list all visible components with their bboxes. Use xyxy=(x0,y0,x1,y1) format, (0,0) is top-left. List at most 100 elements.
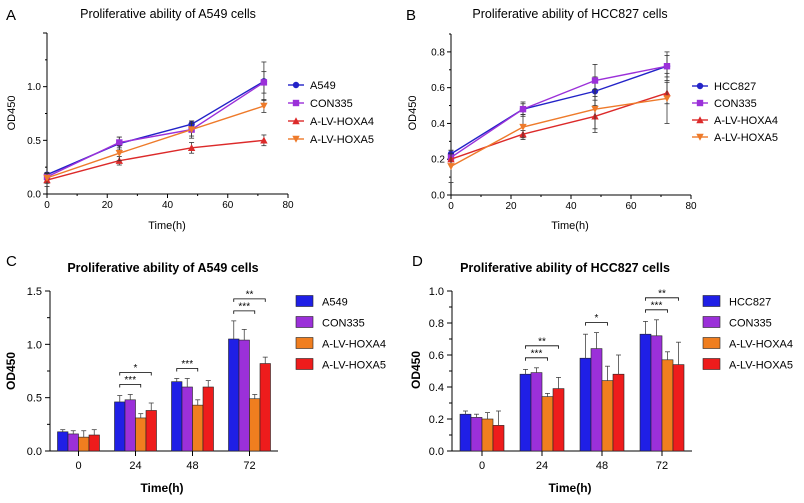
data-point xyxy=(519,105,527,113)
bar xyxy=(519,373,532,452)
series-line xyxy=(450,65,668,155)
series-line xyxy=(46,81,265,178)
series-line xyxy=(46,105,265,179)
x-tick-label: 20 xyxy=(102,200,114,211)
x-tick-label: 24 xyxy=(129,460,141,472)
significance-bracket xyxy=(585,322,608,326)
series-line xyxy=(450,97,668,167)
bar xyxy=(124,399,136,452)
x-tick-label: 0 xyxy=(44,200,50,211)
data-point xyxy=(116,139,123,146)
y-tick-label: 0.8 xyxy=(431,47,445,58)
legend-label: HCC827 xyxy=(729,297,771,309)
bar xyxy=(88,434,100,452)
bar xyxy=(57,431,69,452)
data-point xyxy=(260,102,268,110)
data-point xyxy=(187,144,196,152)
panel-c-legend: A549 CON335 A-LV-HOXA4 A-LV-HOXA5 xyxy=(295,295,386,372)
legend-marker xyxy=(292,135,300,143)
bar xyxy=(78,436,90,452)
series-line xyxy=(46,139,264,181)
significance-bracket xyxy=(645,297,679,301)
panel-b-title: Proliferative ability of HCC827 cells xyxy=(472,7,667,21)
legend-marker xyxy=(292,99,300,107)
legend-marker xyxy=(292,81,300,89)
legend-swatch xyxy=(295,295,314,307)
panel-a-ylabel: OD450 xyxy=(6,96,18,131)
legend-label: HCC827 xyxy=(714,81,756,93)
significance-bracket xyxy=(176,368,199,372)
legend-marker xyxy=(696,116,704,124)
panel-b: B Proliferative ability of HCC827 cells … xyxy=(406,7,778,232)
panel-c-title: Proliferative ability of A549 cells xyxy=(67,261,258,275)
x-tick-label: 80 xyxy=(685,201,697,212)
panel-d-ylabel: OD450 xyxy=(409,351,423,389)
bar xyxy=(192,404,204,452)
x-tick-label: 20 xyxy=(505,201,517,212)
legend-label: A549 xyxy=(322,297,348,309)
panel-c-letter: C xyxy=(6,253,17,270)
x-tick-label: 60 xyxy=(625,201,637,212)
x-tick-label: 0 xyxy=(479,460,485,472)
legend-label: A-LV-HOXA4 xyxy=(310,116,374,128)
y-tick-label: 0.6 xyxy=(429,350,444,362)
bar xyxy=(470,417,483,452)
significance-label: *** xyxy=(181,359,193,370)
panel-a-letter: A xyxy=(6,7,16,24)
y-tick-label: 0.0 xyxy=(429,446,444,458)
panel-d-plot: 0.00.20.40.60.81.00 24 48 72*********** xyxy=(429,286,692,472)
significance-label: ** xyxy=(246,289,254,300)
bar xyxy=(145,410,157,452)
y-tick-label: 0.0 xyxy=(27,190,41,201)
bar xyxy=(601,380,614,452)
x-tick-label: 48 xyxy=(596,460,608,472)
legend-swatch xyxy=(702,316,721,328)
significance-label: * xyxy=(134,363,138,374)
legend-swatch xyxy=(702,295,721,307)
data-point xyxy=(260,79,268,86)
significance-label: *** xyxy=(531,348,543,359)
significance-label: *** xyxy=(238,301,250,312)
data-point xyxy=(187,126,196,134)
bar xyxy=(459,413,472,452)
legend-label: CON335 xyxy=(322,318,365,330)
panel-d-xlabel: Time(h) xyxy=(548,481,591,495)
legend-label: CON335 xyxy=(729,318,772,330)
bar xyxy=(492,425,505,452)
panel-a: A Proliferative ability of A549 cells OD… xyxy=(6,7,374,232)
legend-marker xyxy=(696,82,704,90)
significance-label: * xyxy=(595,313,599,324)
bar xyxy=(552,388,565,452)
data-point xyxy=(591,77,599,84)
significance-bracket xyxy=(119,372,152,376)
bar xyxy=(650,335,663,452)
y-tick-label: 1.0 xyxy=(27,82,41,93)
bar xyxy=(114,401,126,452)
bar xyxy=(259,363,271,452)
significance-label: ** xyxy=(658,288,666,299)
legend-label: A-LV-HOXA4 xyxy=(714,115,778,127)
panel-b-plot: 0.0 0.2 0.4 0.6 0.8 0 20 40 60 80 xyxy=(431,33,697,212)
series-line xyxy=(450,65,668,159)
significance-label: ** xyxy=(538,336,546,347)
panel-b-xlabel: Time(h) xyxy=(551,220,588,232)
legend-marker xyxy=(292,117,300,125)
panel-a-title: Proliferative ability of A549 cells xyxy=(80,7,256,21)
legend-label: A-LV-HOXA5 xyxy=(310,134,374,146)
bar xyxy=(672,364,685,452)
data-point xyxy=(519,123,527,131)
x-tick-label: 72 xyxy=(243,460,255,472)
panel-c: C Proliferative ability of A549 cells OD… xyxy=(4,253,386,495)
panel-a-xlabel: Time(h) xyxy=(148,220,185,232)
legend-swatch xyxy=(702,337,721,349)
legend-label: A-LV-HOXA5 xyxy=(714,132,778,144)
panel-a-plot: 0.0 0.5 1.0 0 20 40 60 80 xyxy=(27,32,294,211)
bar xyxy=(530,372,543,452)
bar xyxy=(590,348,603,452)
panel-b-ylabel: OD450 xyxy=(407,96,419,131)
y-tick-label: 0.5 xyxy=(27,136,41,147)
y-tick-label: 0.8 xyxy=(429,318,444,330)
bar xyxy=(249,398,261,452)
data-point xyxy=(260,136,268,144)
x-tick-label: 40 xyxy=(162,200,174,211)
